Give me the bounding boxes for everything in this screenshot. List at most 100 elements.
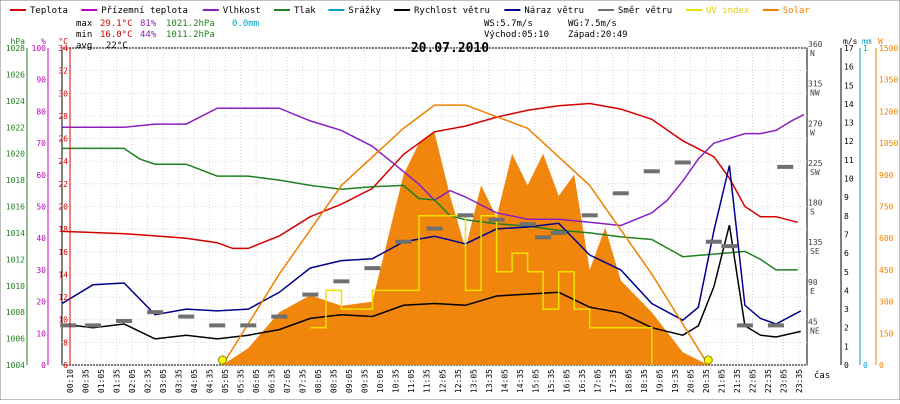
hpa-axis-tick: 1014: [6, 229, 25, 238]
w-axis-tick: 750: [879, 203, 894, 212]
ms-axis-tick: 0: [844, 361, 849, 370]
temp-axis-tick: 6: [63, 361, 68, 370]
w-axis-tick: 0: [879, 361, 884, 370]
w-axis-tick: 1200: [879, 107, 898, 116]
series-smer-vetru-mark: [777, 164, 794, 169]
x-tick-label: 02:05: [128, 369, 137, 393]
series-smer-vetru-mark: [550, 230, 567, 235]
hpa-axis-tick: 1026: [6, 70, 25, 79]
pct-axis-tick: 70: [36, 139, 46, 148]
dir-tick-value: 45: [808, 317, 818, 326]
x-tick-label: 09:35: [361, 369, 370, 393]
x-tick-label: 14:05: [500, 369, 509, 393]
series-smer-vetru-mark: [519, 222, 536, 227]
w-axis-tick: 450: [879, 266, 894, 275]
x-tick-label: 10:35: [392, 369, 401, 393]
w-axis-tick: 150: [879, 329, 894, 338]
series-smer-vetru-mark: [116, 318, 133, 323]
temp-axis-tick: 12: [58, 293, 68, 302]
hpa-axis-tick: 1004: [6, 361, 25, 370]
hpa-axis-tick: 1020: [6, 150, 25, 159]
legend-item: Srážky: [328, 6, 381, 16]
stat-ws: WS:5.7m/s: [484, 19, 533, 29]
series-smer-vetru-mark: [535, 235, 552, 240]
lines-layer: [60, 102, 805, 366]
x-tick-label: 04:05: [190, 369, 199, 393]
chart-title: 20.07.2010: [411, 41, 489, 56]
series-smer-vetru-mark: [240, 323, 257, 328]
x-tick-label: 04:35: [206, 369, 215, 393]
temp-axis-tick: 34: [58, 44, 68, 53]
dir-tick-value: 90: [808, 278, 818, 287]
pct-axis-tick: 60: [36, 171, 46, 180]
hpa-axis-tick: 1024: [6, 97, 25, 106]
series-solar-max-curve: [221, 104, 709, 366]
x-tick-label: 06:35: [268, 369, 277, 393]
legend-label: Směr větru: [618, 6, 672, 16]
series-smer-vetru-mark: [85, 323, 102, 328]
x-tick-label: 08:05: [314, 369, 323, 393]
series-teplota: [61, 102, 798, 250]
legend-label: Solar: [783, 6, 811, 16]
hpa-axis-tick: 1016: [6, 203, 25, 212]
ms-axis-tick: 12: [844, 137, 854, 146]
temp-axis-tick: 8: [63, 338, 68, 347]
stat-max-press: 1021.2hPa: [166, 19, 215, 29]
dir-tick-label: N: [810, 49, 815, 58]
pct-axis-tick: 30: [36, 266, 46, 275]
w-axis-tick: 600: [879, 234, 894, 243]
x-tick-label: 23:05: [779, 369, 788, 393]
legend-label: Přízemní teplota: [101, 6, 188, 16]
x-tick-label: 12:35: [454, 369, 463, 393]
x-tick-label: 15:35: [547, 369, 556, 393]
temp-axis-tick: 32: [58, 67, 68, 76]
ms-axis-tick: 6: [844, 249, 849, 258]
stats-block: max 29.1°C 81% 1021.2hPa 0.0mm min 16.0°…: [76, 19, 628, 51]
series-smer-vetru-mark: [209, 323, 226, 328]
series-uv-index: [310, 215, 653, 365]
x-tick-label: 03:05: [159, 369, 168, 393]
series-smer-vetru-mark: [767, 323, 784, 328]
ms-axis-tick: 5: [844, 268, 849, 277]
w-axis-tick: 300: [879, 298, 894, 307]
legend-label: Náraz větru: [524, 6, 584, 16]
dir-tick-value: 315: [808, 80, 823, 89]
stat-rain: 0.0mm: [232, 19, 259, 29]
temp-axis-tick: 10: [58, 316, 68, 325]
sunrise-marker: [217, 355, 227, 365]
temp-axis-tick: 26: [58, 135, 68, 144]
series-smer-vetru-mark: [426, 226, 443, 231]
temp-axis-tick: 16: [58, 248, 68, 257]
x-tick-label: 20:35: [702, 369, 711, 393]
legend-item: Přízemní teplota: [81, 6, 188, 16]
dir-tick-value: 180: [808, 199, 823, 208]
ms-axis-tick: 9: [844, 193, 849, 202]
stat-min-temp: 16.0°C: [100, 30, 133, 40]
pct-axis-tick: 0: [41, 361, 46, 370]
legend-label: UV index: [706, 6, 750, 16]
temp-axis-unit: °C: [58, 37, 68, 46]
x-tick-label: 18:05: [624, 369, 633, 393]
pct-axis-tick: 50: [36, 203, 46, 212]
x-tick-label: 05:35: [237, 369, 246, 393]
x-tick-label: 21:35: [733, 369, 742, 393]
pct-axis-unit: %: [41, 37, 46, 46]
mm-axis-unit: mm: [862, 37, 872, 46]
x-tick-label: 20:05: [686, 369, 695, 393]
legend-item: Směr větru: [598, 6, 672, 16]
hpa-axis-tick: 1018: [6, 176, 25, 185]
dir-tick-value: 225: [808, 159, 823, 168]
legend-label: Vlhkost: [223, 6, 261, 16]
stat-sunrise: Východ:05:10: [484, 30, 549, 40]
x-tick-label: 07:35: [299, 369, 308, 393]
w-axis-tick: 1350: [879, 76, 898, 85]
hpa-axis-tick: 1010: [6, 282, 25, 291]
ms-axis-tick: 8: [844, 212, 849, 221]
legend-item: Náraz větru: [504, 6, 584, 16]
series-smer-vetru-mark: [395, 239, 412, 244]
x-tick-label: 02:35: [144, 369, 153, 393]
series-smer-vetru-mark: [333, 279, 350, 284]
ms-axis-tick: 13: [844, 119, 854, 128]
x-tick-label: 19:05: [655, 369, 664, 393]
